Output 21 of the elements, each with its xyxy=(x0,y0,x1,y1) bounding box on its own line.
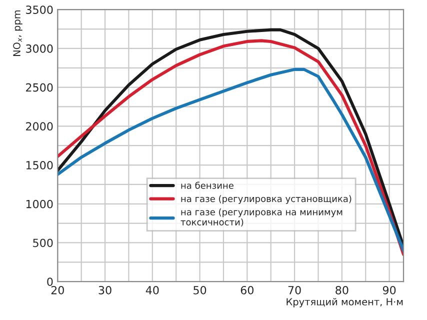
legend-label: на газе (регулировка установщика) xyxy=(181,195,352,204)
x-tick-label: 90 xyxy=(382,286,396,294)
y-tick-label: 0 xyxy=(47,278,53,286)
x-tick-label: 70 xyxy=(288,286,301,294)
x-tick-label: 60 xyxy=(240,286,254,294)
x-tick-label: 30 xyxy=(98,286,112,294)
y-axis-title: NO$_{x}$, ppm xyxy=(13,10,22,56)
x-tick-label: 20 xyxy=(51,286,64,294)
legend-label: на бензине xyxy=(181,182,234,189)
x-tick-label: 50 xyxy=(194,286,206,294)
y-tick-label: 3500 xyxy=(26,6,53,14)
y-tick-label: 2500 xyxy=(26,83,53,92)
x-axis-title: Крутящий момент, Н·м xyxy=(286,298,403,308)
y-tick-label: 1500 xyxy=(26,161,53,170)
x-tick-label: 80 xyxy=(336,286,348,294)
y-tick-label: 500 xyxy=(33,238,53,248)
y-tick-label: 1000 xyxy=(26,200,53,208)
x-tick-label: 40 xyxy=(146,286,159,294)
legend-label: на газе (регулировка на минимум токсичности) xyxy=(180,208,342,227)
y-tick-label: 3000 xyxy=(26,44,53,53)
y-tick-label: 2000 xyxy=(26,122,53,131)
